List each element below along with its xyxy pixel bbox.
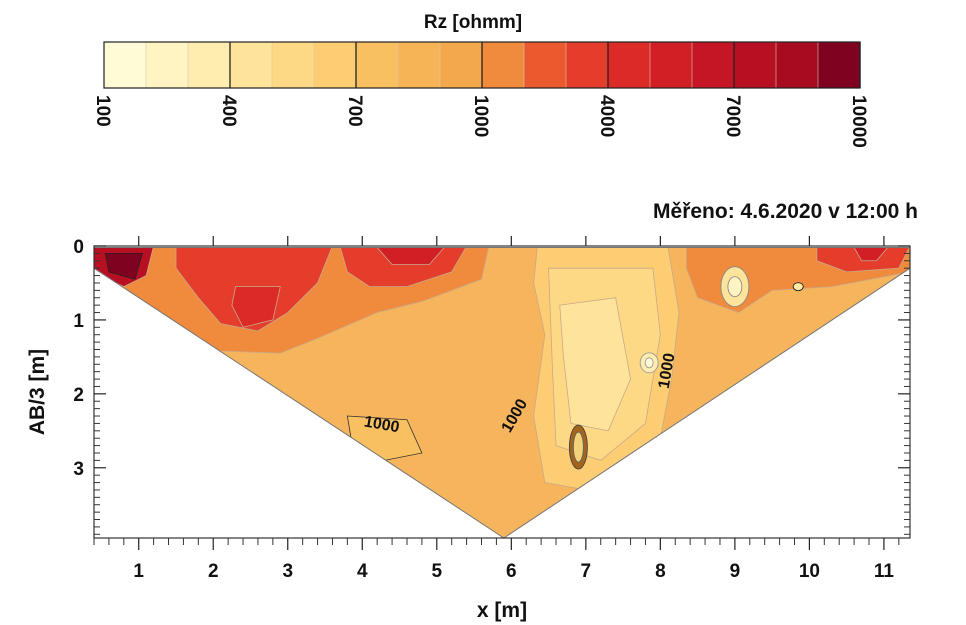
x-tick-label: 9 bbox=[730, 561, 741, 582]
colorbar-swatch bbox=[145, 41, 189, 89]
colorbar-swatch bbox=[271, 41, 315, 89]
colorbar-swatch bbox=[187, 41, 231, 89]
colorbar-swatch bbox=[439, 41, 483, 89]
chart-title: Měřeno: 4.6.2020 v 12:00 h bbox=[653, 200, 918, 223]
x-tick-label: 3 bbox=[282, 561, 293, 582]
resistivity-region bbox=[644, 357, 654, 369]
colorbar-tick-label: 1000 bbox=[470, 95, 491, 137]
resistivity-region bbox=[853, 247, 889, 262]
colorbar-swatch bbox=[355, 41, 399, 89]
y-tick-label: 2 bbox=[73, 385, 84, 406]
contour-label: 1000 bbox=[656, 352, 679, 390]
x-tick-label: 1 bbox=[133, 561, 144, 582]
y-tick-label: 1 bbox=[73, 311, 84, 332]
colorbar-tick-label: 700 bbox=[344, 95, 365, 127]
colorbar-tick-label: 10000 bbox=[848, 95, 869, 148]
colorbar-swatch bbox=[733, 41, 777, 89]
x-tick-label: 5 bbox=[432, 561, 443, 582]
resistivity-region bbox=[559, 297, 631, 432]
colorbar-tick-label: 7000 bbox=[722, 95, 743, 137]
resistivity-region bbox=[346, 415, 423, 461]
colorbar-swatch bbox=[481, 41, 525, 89]
colorbar-swatch bbox=[691, 41, 735, 89]
x-tick-label: 6 bbox=[506, 561, 517, 582]
colorbar-swatch bbox=[607, 41, 651, 89]
resistivity-region bbox=[104, 252, 143, 280]
colorbar-tick-label: 4000 bbox=[596, 95, 617, 137]
x-axis-label: x [m] bbox=[477, 599, 527, 622]
colorbar-swatch bbox=[817, 41, 861, 89]
resistivity-region bbox=[792, 282, 804, 292]
colorbar-swatch bbox=[103, 41, 147, 89]
x-tick-label: 7 bbox=[581, 561, 592, 582]
resistivity-region bbox=[572, 431, 584, 463]
resistivity-region bbox=[727, 276, 743, 298]
x-tick-label: 10 bbox=[799, 561, 820, 582]
colorbar: Rz [ohmm] 100 400 700 1000 4000 7000 10000 bbox=[92, 12, 869, 148]
colorbar-swatch bbox=[775, 41, 819, 89]
plot-frame bbox=[93, 245, 911, 539]
colorbar-swatch bbox=[565, 41, 609, 89]
colorbar-swatch bbox=[523, 41, 567, 89]
colorbar-swatch bbox=[649, 41, 693, 89]
colorbar-tick-label: 100 bbox=[92, 95, 113, 127]
resistivity-region bbox=[231, 286, 281, 328]
y-tick-label: 0 bbox=[73, 237, 84, 258]
resistivity-region bbox=[376, 247, 446, 265]
x-tick-label: 4 bbox=[357, 561, 368, 582]
x-tick-label: 8 bbox=[655, 561, 666, 582]
y-tick-label: 3 bbox=[73, 459, 84, 480]
y-axis-label: AB/3 [m] bbox=[26, 349, 49, 435]
x-tick-label: 2 bbox=[208, 561, 219, 582]
contour-label: 1000 bbox=[363, 413, 401, 436]
colorbar-tick-label: 400 bbox=[218, 95, 239, 127]
colorbar-swatch bbox=[397, 41, 441, 89]
colorbar-title: Rz [ohmm] bbox=[424, 12, 522, 33]
x-tick-label: 11 bbox=[874, 561, 895, 582]
colorbar-swatch bbox=[229, 41, 273, 89]
colorbar-swatch bbox=[313, 41, 357, 89]
